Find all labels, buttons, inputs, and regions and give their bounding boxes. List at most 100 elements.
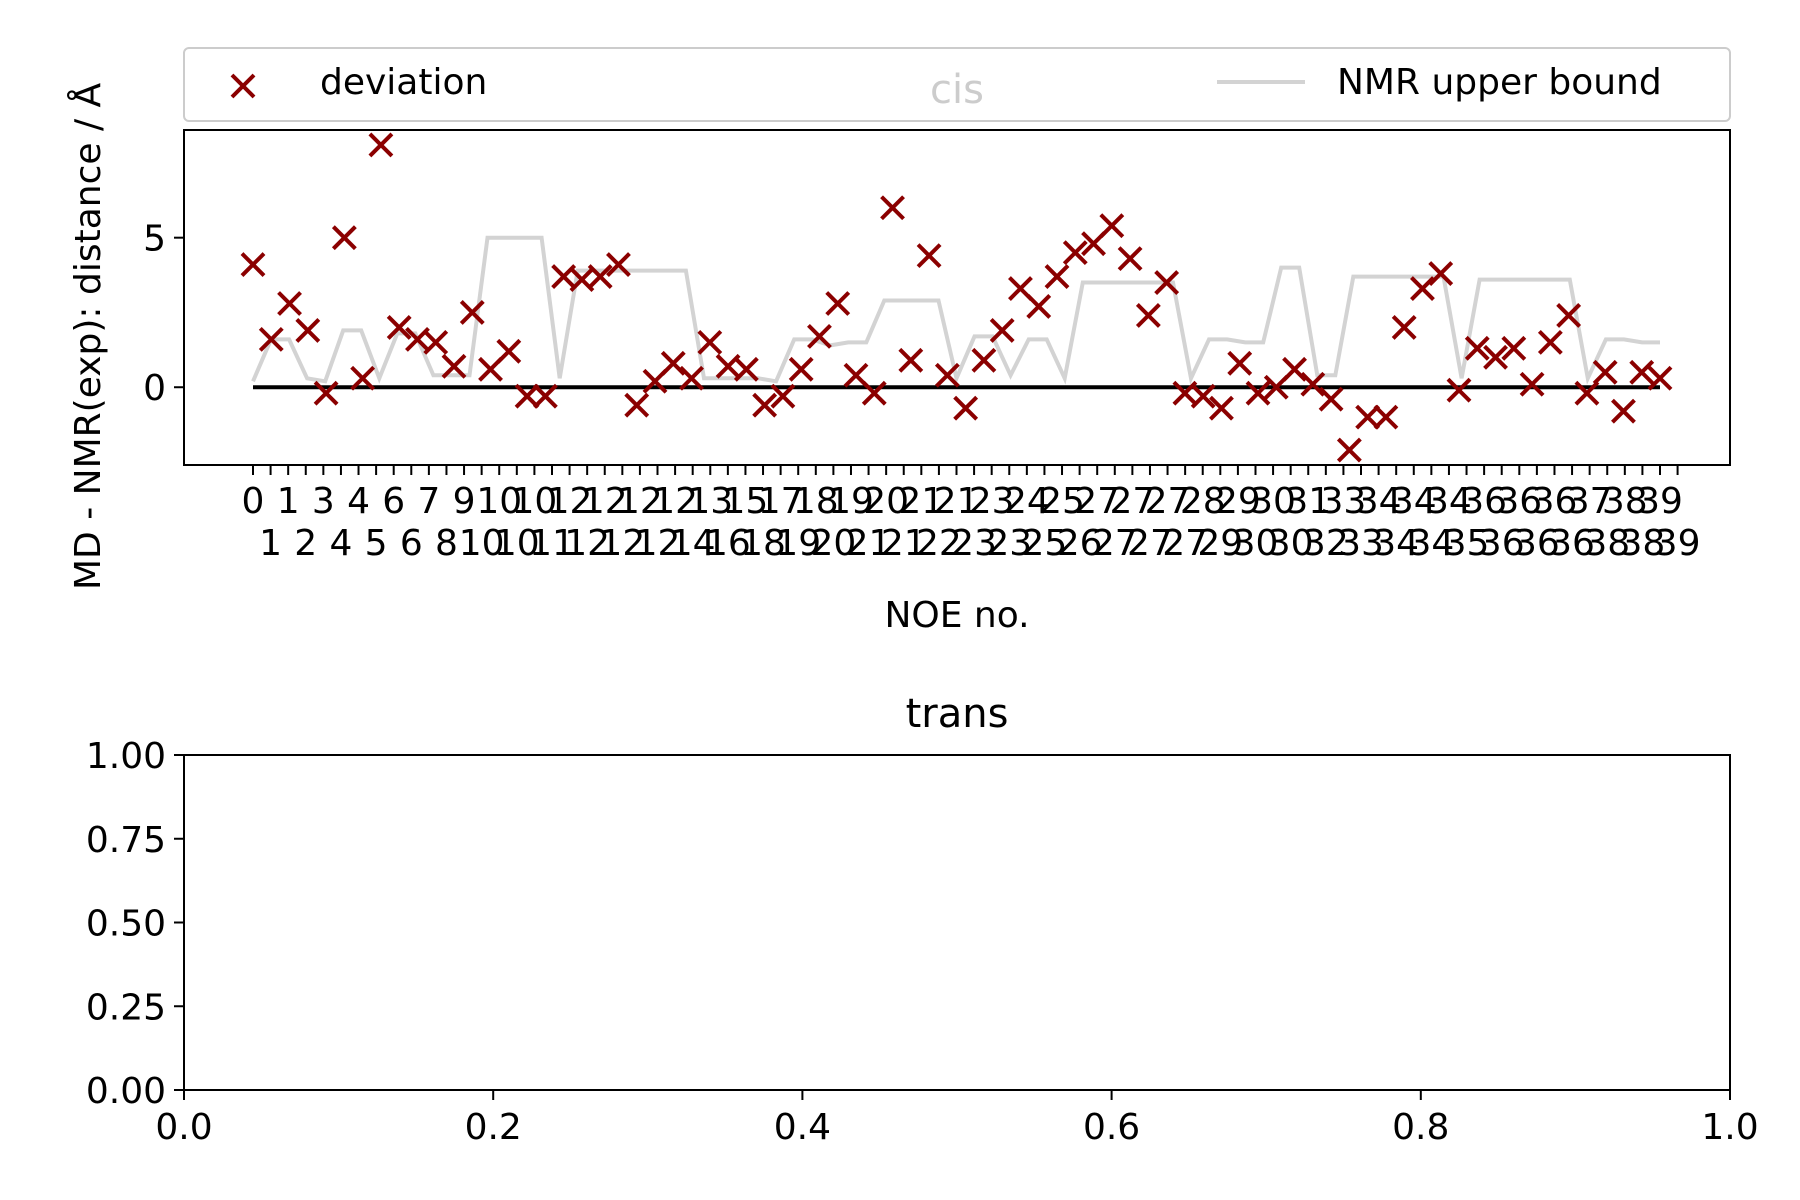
cis-x-tick-label: 38 <box>1584 523 1630 564</box>
cis-x-tick-label: 20 <box>810 523 856 564</box>
deviation-point <box>898 347 924 373</box>
cis-x-ticks: 0112344566789101010101112121212121212141… <box>242 465 1700 564</box>
deviation-point <box>331 225 357 251</box>
deviation-point <box>934 362 960 388</box>
cis-x-tick-label: 34 <box>1356 481 1402 522</box>
cis-x-tick-label: 4 <box>347 481 370 522</box>
deviation-point <box>660 350 686 376</box>
cis-x-tick-label: 20 <box>863 481 909 522</box>
deviation-point <box>606 252 631 278</box>
deviation-point <box>624 392 650 418</box>
deviation-point <box>770 383 796 409</box>
trans-y-tick-label: 1.00 <box>86 736 166 777</box>
cis-x-tick-label: 0 <box>242 481 265 522</box>
cis-x-tick-label: 23 <box>986 523 1032 564</box>
deviation-point <box>916 243 942 269</box>
trans-y-tick-label: 0.00 <box>86 1071 166 1112</box>
deviation-point <box>441 353 467 379</box>
deviation-point <box>1501 335 1527 361</box>
cis-y-tick-label: 0 <box>143 368 166 409</box>
cis-x-tick-label: 27 <box>1092 523 1138 564</box>
deviation-point <box>1355 404 1381 430</box>
cis-x-tick-label: 1 <box>277 481 300 522</box>
cis-x-tick-label: 12 <box>547 481 593 522</box>
deviation-point <box>1574 380 1600 406</box>
cis-x-tick-label: 16 <box>705 523 751 564</box>
cis-x-tick-label: 28 <box>1180 481 1226 522</box>
deviation-point <box>1099 213 1125 239</box>
cis-title: cis <box>930 67 984 113</box>
trans-y-tick-label: 0.25 <box>86 987 166 1028</box>
deviation-point <box>1026 294 1052 319</box>
deviation-point <box>825 291 851 316</box>
cis-x-tick-label: 12 <box>635 523 681 564</box>
cis-x-tick-label: 12 <box>582 481 628 522</box>
cis-x-tick-label: 12 <box>564 523 610 564</box>
deviation-point <box>240 252 266 278</box>
nmr-upper-bound-line <box>251 235 1660 385</box>
cis-x-tick-label: 39 <box>1637 481 1683 522</box>
cis-x-tick-label: 30 <box>1250 481 1296 522</box>
cis-x-tick-label: 31 <box>1285 481 1331 522</box>
trans-y-tick-label: 0.75 <box>86 820 166 861</box>
cis-x-tick-label: 19 <box>775 523 821 564</box>
deviation-point <box>1391 314 1417 340</box>
deviation-point <box>1154 270 1180 295</box>
deviation-point <box>459 300 485 325</box>
deviation-points <box>240 132 1673 463</box>
cis-x-tick-label: 18 <box>793 481 839 522</box>
cis-axes-frame <box>183 129 1731 466</box>
deviation-point <box>1062 240 1088 266</box>
cis-x-tick-label: 34 <box>1408 523 1454 564</box>
deviation-point <box>386 314 412 340</box>
deviation-point <box>1464 335 1490 361</box>
deviation-point <box>971 347 997 373</box>
cis-x-tick-label: 36 <box>1532 481 1578 522</box>
deviation-point <box>733 356 759 382</box>
deviation-point <box>1336 437 1362 463</box>
cis-panel: 0112344566789101010101112121212121212141… <box>66 47 1731 636</box>
cis-x-tick-label: 21 <box>898 481 944 522</box>
deviation-point <box>1373 404 1399 430</box>
legend-deviation-marker <box>230 73 256 99</box>
cis-y-tick-label: 5 <box>143 219 166 260</box>
deviation-point <box>1483 344 1508 370</box>
deviation-point <box>514 383 540 409</box>
trans-x-tick-label: 1.0 <box>1701 1107 1758 1148</box>
deviation-point <box>313 380 339 406</box>
deviation-point <box>989 317 1015 343</box>
cis-x-tick-label: 27 <box>1162 523 1208 564</box>
cis-x-tick-label: 36 <box>1479 523 1525 564</box>
legend: deviation NMR upper bound <box>183 47 1731 122</box>
cis-x-tick-label: 35 <box>1444 523 1490 564</box>
deviation-point <box>788 356 814 382</box>
deviation-point <box>1629 359 1655 385</box>
cis-x-tick-label: 25 <box>1039 481 1085 522</box>
cis-x-tick-label: 8 <box>435 523 458 564</box>
cis-x-tick-label: 14 <box>670 523 716 564</box>
deviation-point <box>1611 398 1636 424</box>
cis-x-tick-label: 9 <box>453 481 476 522</box>
cis-x-tick-label: 29 <box>1197 523 1243 564</box>
cis-x-tick-label: 30 <box>1268 523 1314 564</box>
deviation-point <box>1209 395 1234 421</box>
cis-x-tick-label: 19 <box>828 481 874 522</box>
deviation-point <box>1556 303 1582 328</box>
deviation-point <box>1300 371 1326 397</box>
deviation-point <box>295 317 321 343</box>
trans-x-tick-label: 0.8 <box>1392 1107 1449 1148</box>
cis-x-tick-label: 2 <box>294 523 317 564</box>
deviation-point <box>258 326 284 352</box>
cis-x-tick-label: 23 <box>969 481 1015 522</box>
deviation-point <box>1428 261 1454 286</box>
cis-y-axis-label: MD - NMR(exp): distance / Å <box>66 82 109 590</box>
deviation-point <box>1044 264 1070 289</box>
cis-x-tick-label: 1 <box>259 523 282 564</box>
cis-x-tick-label: 34 <box>1373 523 1419 564</box>
deviation-point <box>1592 359 1618 385</box>
cis-x-tick-label: 25 <box>1022 523 1068 564</box>
deviation-point <box>752 392 778 418</box>
cis-x-tick-label: 26 <box>1057 523 1103 564</box>
deviation-point <box>1410 276 1435 301</box>
cis-x-tick-label: 21 <box>934 481 980 522</box>
